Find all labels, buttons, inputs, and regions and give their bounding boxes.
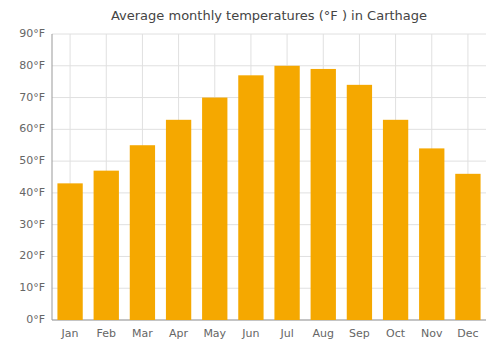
x-tick-label: Aug (313, 327, 334, 340)
bar (419, 148, 444, 320)
x-tick-label: Jun (241, 327, 259, 340)
bar (57, 183, 82, 320)
bar (202, 98, 227, 320)
y-tick-label: 80°F (19, 59, 45, 72)
y-tick-label: 30°F (19, 218, 45, 231)
page: {"chart_data": {"type": "bar", "title": … (0, 0, 500, 350)
bar (94, 171, 119, 320)
y-tick-label: 40°F (19, 186, 45, 199)
x-tick-label: Nov (421, 327, 443, 340)
y-tick-label: 70°F (19, 91, 45, 104)
bar (455, 174, 480, 320)
x-tick-label: May (203, 327, 226, 340)
y-axis-line (52, 34, 53, 320)
x-tick-label: Dec (457, 327, 478, 340)
y-grid-line (52, 97, 486, 98)
bars (57, 66, 480, 320)
x-tick-label: Oct (386, 327, 406, 340)
x-tick-label: Sep (349, 327, 370, 340)
x-tick-label: Apr (169, 327, 189, 340)
axes: 0°F 10°F 20°F 30°F 40°F 50°F 60°F 70°F 80°F 90°F J… (19, 27, 486, 340)
x-tick-label: Jul (279, 327, 293, 340)
y-tick-label: 20°F (19, 249, 45, 262)
bar (347, 85, 372, 320)
chart-title: Average monthly temperatures (°F ) in Ca… (111, 8, 427, 23)
y-grid-line (52, 129, 486, 130)
x-tick-label: Mar (132, 327, 153, 340)
y-grid-line (52, 65, 486, 66)
grid (52, 34, 486, 320)
y-grid-line (52, 34, 486, 35)
x-tick-label: Feb (97, 327, 116, 340)
bar (274, 66, 299, 320)
y-tick-label: 50°F (19, 154, 45, 167)
x-tick-label: Jan (61, 327, 79, 340)
bar (238, 75, 263, 320)
bar (166, 120, 191, 320)
chart-svg: 0°F 10°F 20°F 30°F 40°F 50°F 60°F 70°F 80°F 90°F J… (0, 0, 500, 350)
y-tick-label: 60°F (19, 122, 45, 135)
bar (383, 120, 408, 320)
y-tick-label: 90°F (19, 27, 45, 40)
bar (311, 69, 336, 320)
y-tick-label: 0°F (26, 313, 45, 326)
y-tick-label: 10°F (19, 281, 45, 294)
chart-container: 0°F 10°F 20°F 30°F 40°F 50°F 60°F 70°F 80°F 90°F J… (0, 0, 500, 350)
bar (130, 145, 155, 320)
